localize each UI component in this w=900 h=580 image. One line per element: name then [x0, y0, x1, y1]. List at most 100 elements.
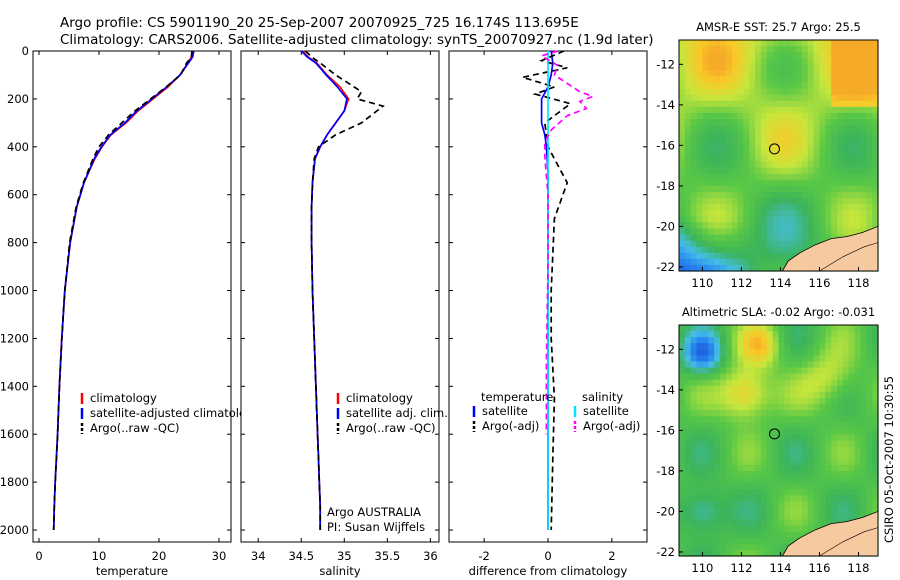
heat-cell — [784, 222, 791, 230]
heat-cell — [801, 476, 809, 484]
heat-cell — [696, 143, 704, 151]
heat-cell — [837, 70, 844, 78]
heat-cell — [825, 391, 832, 399]
heat-cell — [866, 106, 873, 114]
heat-cell — [807, 507, 815, 515]
heat-cell — [755, 519, 762, 527]
heat-cell — [807, 385, 815, 393]
heat-cell — [708, 119, 715, 126]
heat-cell — [690, 70, 698, 78]
heat-cell — [854, 106, 862, 114]
heat-cell — [708, 94, 715, 102]
heat-cell — [766, 537, 774, 545]
heat-cell — [796, 94, 803, 102]
heat-cell — [731, 246, 739, 254]
heat-cell — [743, 204, 750, 211]
heat-cell — [796, 179, 803, 187]
heat-cell — [790, 531, 797, 539]
heat-cell — [714, 483, 721, 490]
heat-cell — [755, 125, 762, 132]
heat-cell — [766, 422, 774, 429]
heat-cell — [760, 204, 768, 211]
heat-cell — [690, 222, 698, 230]
heat-cell — [772, 543, 780, 551]
heat-cell — [801, 434, 809, 442]
heat-cell — [866, 489, 873, 496]
heat-cell — [842, 173, 850, 181]
heat-cell — [755, 198, 762, 205]
heat-cell — [866, 58, 873, 65]
heat-cell — [842, 440, 850, 448]
heat-cell — [825, 161, 832, 169]
heat-cell — [725, 446, 733, 454]
heat-cell — [848, 70, 856, 78]
heat-cell — [778, 434, 785, 442]
heat-cell — [749, 391, 756, 399]
heat-cell — [854, 458, 862, 466]
heat-cell — [684, 549, 692, 557]
heat-cell — [766, 264, 774, 272]
heat-cell — [866, 391, 873, 399]
heat-cell — [679, 355, 686, 363]
heat-cell — [766, 440, 774, 448]
heat-cell — [778, 64, 785, 71]
heat-cell — [837, 137, 844, 144]
heat-cell — [854, 501, 862, 508]
heat-cell — [714, 198, 721, 205]
heat-cell — [749, 125, 756, 132]
heat-cell — [801, 222, 809, 230]
heat-cell — [778, 495, 785, 502]
heat-cell — [743, 234, 750, 242]
heat-cell — [755, 173, 762, 181]
heat-cell — [725, 58, 733, 65]
heat-cell — [842, 58, 850, 65]
heat-cell — [749, 525, 756, 533]
heat-cell — [766, 161, 774, 169]
heat-cell — [790, 210, 797, 217]
heat-cell — [813, 391, 821, 399]
heat-cell — [866, 94, 873, 102]
heat-cell — [760, 76, 768, 84]
heat-cell — [848, 112, 856, 120]
heat-cell — [702, 537, 709, 545]
heat-cell — [760, 483, 768, 490]
heat-cell — [760, 167, 768, 175]
heat-cell — [731, 331, 739, 338]
heat-cell — [702, 70, 709, 78]
heat-cell — [690, 131, 698, 138]
heat-cell — [796, 119, 803, 126]
heat-cell — [702, 94, 709, 102]
heat-cell — [825, 125, 832, 132]
heat-cell — [866, 361, 873, 369]
heat-cell — [690, 88, 698, 96]
heat-cell — [790, 476, 797, 484]
heat-cell — [837, 476, 844, 484]
heat-cell — [766, 331, 774, 338]
heat-cell — [872, 483, 879, 490]
heat-cell — [696, 483, 704, 490]
heat-cell — [801, 198, 809, 205]
x-axis-label: temperature — [96, 564, 168, 578]
heat-cell — [772, 40, 780, 47]
heat-cell — [690, 537, 698, 545]
x-tick-label: 20 — [152, 549, 167, 563]
heat-cell — [831, 391, 838, 399]
heat-cell — [837, 185, 844, 193]
heat-cell — [819, 234, 826, 242]
heat-cell — [790, 143, 797, 151]
heat-cell — [702, 88, 709, 96]
heat-cell — [719, 331, 727, 338]
heat-cell — [860, 355, 867, 363]
heat-cell — [831, 404, 838, 411]
heat-cell — [772, 355, 780, 363]
heat-cell — [778, 373, 785, 381]
heat-cell — [813, 483, 821, 490]
heat-cell — [760, 52, 768, 59]
heat-cell — [872, 112, 879, 120]
heat-cell — [679, 143, 686, 151]
legend-label: satellite — [482, 404, 528, 418]
heat-cell — [819, 404, 826, 411]
heat-cell — [842, 119, 850, 126]
heat-cell — [778, 112, 785, 120]
